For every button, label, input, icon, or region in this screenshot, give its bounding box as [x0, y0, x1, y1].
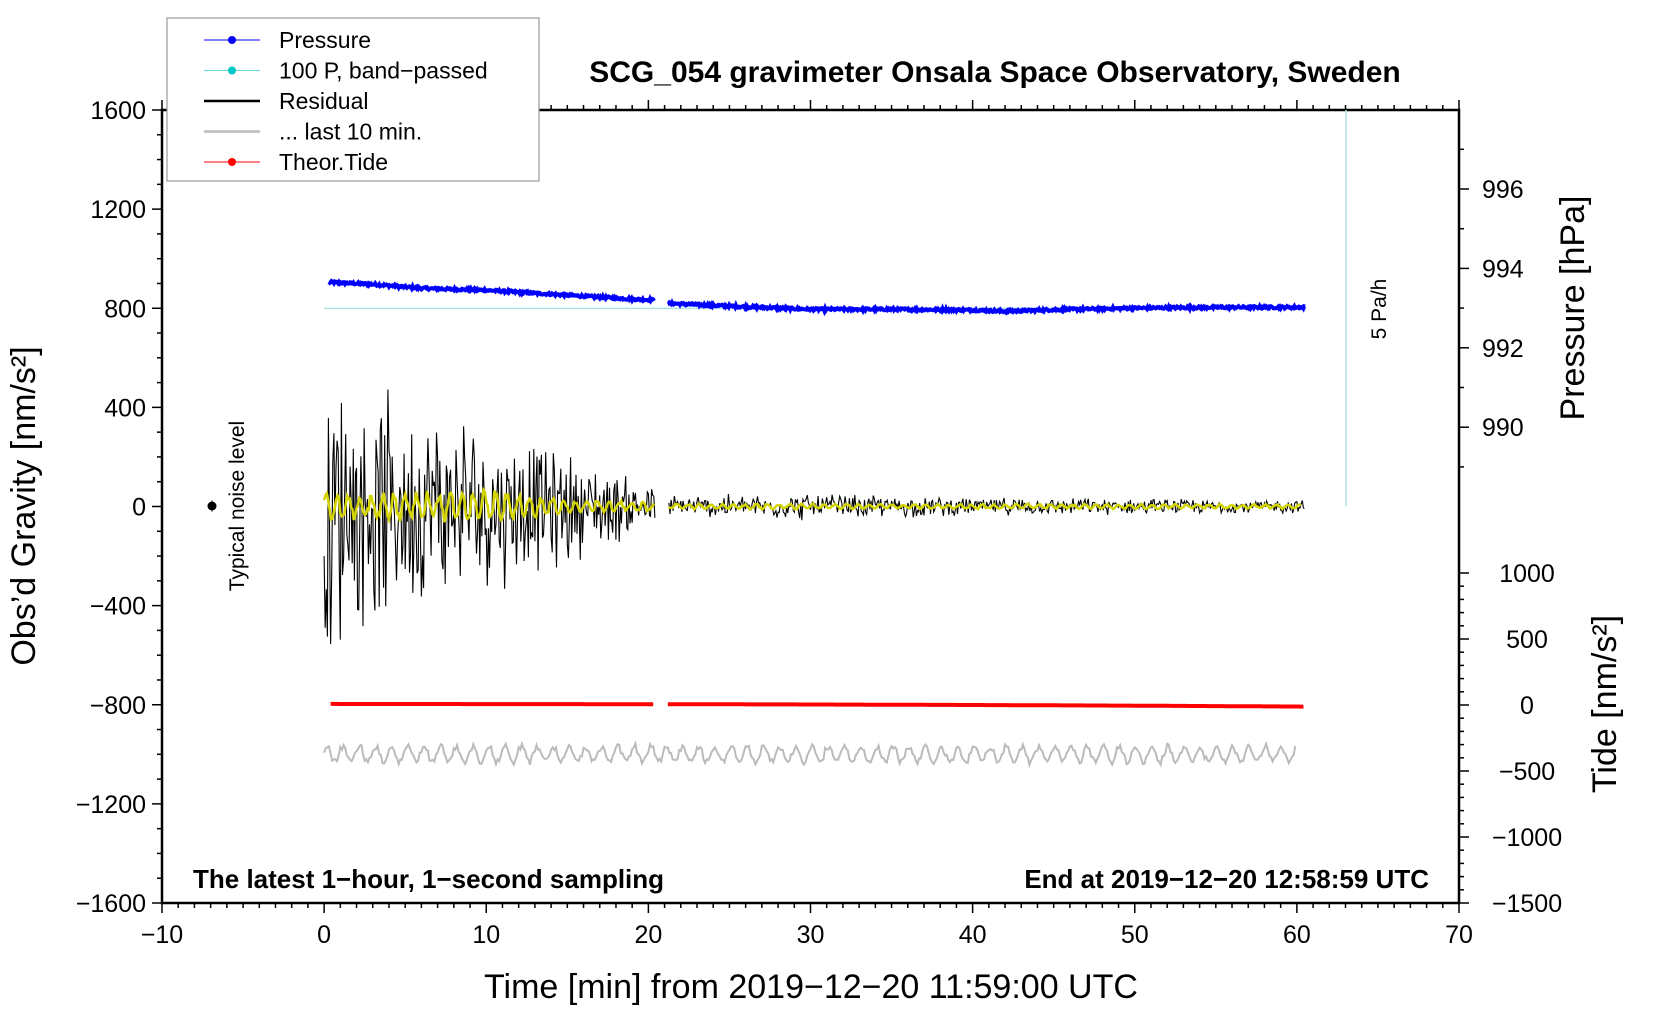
residual-smoothed-line [669, 504, 1301, 510]
y-tick-label: 800 [104, 295, 146, 323]
tide-tick-label: −1000 [1492, 824, 1562, 852]
x-tick-label: 20 [634, 921, 662, 949]
x-tick-label: 70 [1445, 921, 1473, 949]
x-tick-label: 60 [1283, 921, 1311, 949]
y-tick-label: −1200 [76, 791, 146, 819]
y-tick-label: −800 [90, 692, 146, 720]
x-tick-label: 10 [472, 921, 500, 949]
x-tick-label: 0 [317, 921, 331, 949]
pressure-tick-label: 994 [1482, 255, 1524, 283]
tide-tick-label: 500 [1506, 626, 1548, 654]
pressure-tick-label: 990 [1482, 414, 1524, 442]
tide-tick-label: 1000 [1499, 560, 1555, 588]
pressure-tick-label: 996 [1482, 176, 1524, 204]
tide-tick-label: −1500 [1492, 890, 1562, 918]
last-10-min-line [324, 744, 1295, 765]
x-tick-label: 30 [797, 921, 825, 949]
x-tick-label: −10 [141, 921, 183, 949]
pressure-line [329, 281, 654, 301]
legend-label: Theor.Tide [279, 149, 388, 175]
chart-title: SCG_054 gravimeter Onsala Space Observat… [589, 56, 1401, 89]
axis-ticks: −10 0 10 20 30 40 50 60 70 1600 1200 800 400 0 −400 −80… [76, 97, 1562, 949]
annotation-sampling: The latest 1−hour, 1−second sampling [193, 864, 664, 894]
legend-marker [228, 158, 236, 166]
legend-label: Residual [279, 88, 369, 114]
y-axis-label-tide: Tide [nm/s²] [1586, 615, 1624, 793]
legend-label: Pressure [279, 27, 371, 53]
pressure-line [668, 302, 1305, 312]
x-tick-label: 40 [959, 921, 987, 949]
x-tick-label: 50 [1121, 921, 1149, 949]
y-tick-label: −1600 [76, 890, 146, 918]
annotation-end-time: End at 2019−12−20 12:58:59 UTC [1024, 864, 1429, 894]
y-axis-label-pressure: Pressure [hPa] [1554, 196, 1592, 421]
annotation-rate: 5 Pa/h [1368, 279, 1391, 340]
tide-tick-label: 0 [1520, 692, 1534, 720]
x-axis-label: Time [min] from 2019−12−20 11:59:00 UTC [484, 968, 1138, 1006]
y-tick-label: 1200 [90, 196, 146, 224]
plot-area [324, 281, 1305, 765]
pressure-tick-label: 992 [1482, 335, 1524, 363]
tide-line [668, 704, 1304, 706]
legend-label: ... last 10 min. [279, 119, 422, 145]
legend: Pressure 100 P, band−passed Residual ... la… [167, 18, 539, 181]
legend-marker [228, 67, 236, 75]
y-tick-label: 400 [104, 394, 146, 422]
y-tick-label: 0 [132, 494, 146, 522]
noise-level-marker [208, 502, 217, 511]
tide-tick-label: −500 [1499, 758, 1555, 786]
legend-marker [228, 36, 236, 44]
legend-label: 100 P, band−passed [279, 58, 488, 84]
y-axis-label-gravity: Obs’d Gravity [nm/s²] [5, 346, 43, 665]
y-tick-label: −400 [90, 593, 146, 621]
y-tick-label: 1600 [90, 97, 146, 125]
annotation-noise-level: Typical noise level [226, 421, 249, 591]
